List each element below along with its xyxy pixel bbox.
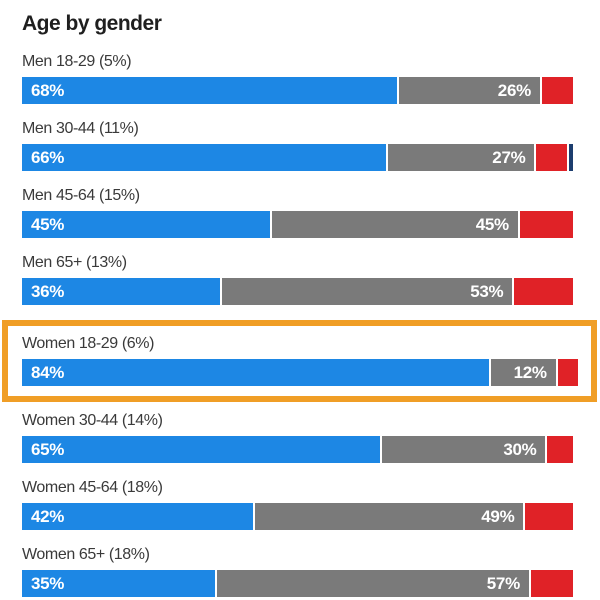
stacked-bar: 66% 27% [22, 144, 573, 171]
row-label: Women 65+ (18%) [22, 546, 150, 563]
segment-value: 26% [497, 81, 531, 100]
bar-segment-navy [567, 144, 573, 171]
age-group-row: Women 65+ (18%) 35% 57% [22, 545, 573, 597]
stacked-bar: 35% 57% [22, 570, 573, 597]
age-group-row: Men 18-29 (5%) 68% 26% [22, 52, 573, 104]
age-group-row: Men 30-44 (11%) 66% 27% [22, 119, 573, 171]
bar-segment-red [523, 503, 573, 530]
stacked-bar: 42% 49% [22, 503, 573, 530]
segment-value: 30% [503, 440, 537, 459]
bar-segment-gray: 53% [220, 278, 513, 305]
highlight-box: Women 18-29 (6%) 84% 12% [2, 320, 597, 402]
stacked-bar: 45% 45% [22, 211, 573, 238]
age-group-row: Men 65+ (13%) 36% 53% [22, 253, 573, 305]
age-group-row: Women 18-29 (6%) 84% 12% [22, 334, 578, 386]
stacked-bar: 65% 30% [22, 436, 573, 463]
segment-value: 53% [470, 282, 504, 301]
chart-rows: Men 18-29 (5%) 68% 26% Men 30-44 (11%) 66% 27… [0, 52, 600, 597]
stacked-bar: 84% 12% [22, 359, 578, 386]
segment-value: 36% [31, 282, 65, 301]
bar-segment-blue: 45% [22, 211, 270, 238]
bar-segment-gray: 27% [385, 144, 535, 171]
stacked-bar: 68% 26% [22, 77, 573, 104]
row-label: Women 30-44 (14%) [22, 412, 163, 429]
row-label: Men 30-44 (11%) [22, 120, 139, 137]
bar-segment-gray: 49% [253, 503, 524, 530]
age-group-row: Women 45-64 (18%) 42% 49% [22, 478, 573, 530]
segment-value: 27% [492, 148, 526, 167]
row-label: Men 45-64 (15%) [22, 187, 140, 204]
segment-value: 49% [481, 507, 515, 526]
segment-value: 42% [31, 507, 65, 526]
chart-title: Age by gender [22, 12, 162, 35]
row-label: Women 18-29 (6%) [22, 335, 155, 352]
bar-segment-blue: 65% [22, 436, 381, 463]
bar-segment-gray: 45% [269, 211, 518, 238]
segment-value: 68% [31, 81, 65, 100]
segment-value: 65% [31, 440, 65, 459]
row-label: Women 45-64 (18%) [22, 479, 163, 496]
bar-segment-gray: 12% [489, 359, 556, 386]
bar-segment-blue: 35% [22, 570, 215, 597]
bar-segment-blue: 36% [22, 278, 221, 305]
segment-value: 84% [31, 363, 65, 382]
bar-segment-blue: 84% [22, 359, 490, 386]
bar-segment-blue: 68% [22, 77, 397, 104]
bar-segment-blue: 66% [22, 144, 386, 171]
bar-segment-red [555, 359, 578, 386]
bar-segment-red [517, 211, 573, 238]
bar-segment-gray: 57% [214, 570, 529, 597]
bar-segment-gray: 30% [380, 436, 546, 463]
bar-segment-red [545, 436, 573, 463]
bar-segment-red [534, 144, 568, 171]
segment-value: 35% [31, 574, 65, 593]
bar-segment-red [512, 278, 573, 305]
age-group-row: Men 45-64 (15%) 45% 45% [22, 186, 573, 238]
bar-segment-red [539, 77, 573, 104]
segment-value: 12% [513, 363, 547, 382]
segment-value: 45% [475, 215, 509, 234]
bar-segment-red [528, 570, 573, 597]
bar-segment-gray: 26% [396, 77, 540, 104]
row-label: Men 65+ (13%) [22, 254, 127, 271]
segment-value: 66% [31, 148, 65, 167]
segment-value: 57% [486, 574, 520, 593]
row-label: Men 18-29 (5%) [22, 53, 132, 70]
age-group-row: Women 30-44 (14%) 65% 30% [22, 411, 573, 463]
bar-segment-blue: 42% [22, 503, 254, 530]
stacked-bar: 36% 53% [22, 278, 573, 305]
segment-value: 45% [31, 215, 65, 234]
